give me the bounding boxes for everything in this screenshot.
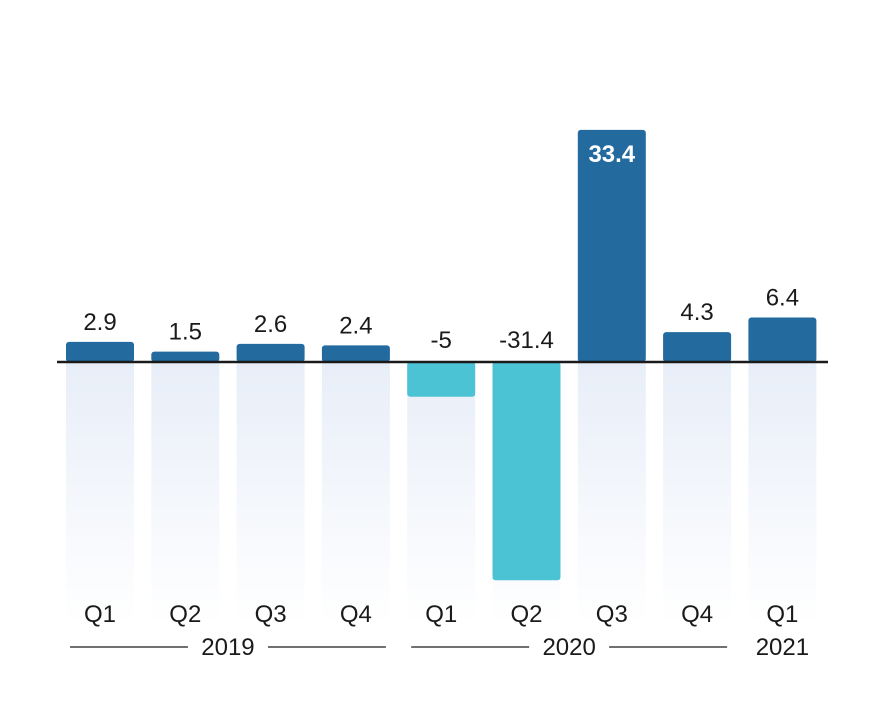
bar-background-column <box>321 362 390 625</box>
year-group-label: 2021 <box>756 634 809 661</box>
category-tick-label: Q4 <box>681 601 713 628</box>
category-tick-label: Q1 <box>425 601 457 628</box>
bar-background-column <box>151 362 220 625</box>
bar <box>151 351 220 362</box>
year-group-label: 2019 <box>201 634 254 661</box>
bar <box>236 343 305 362</box>
bar-background-column <box>236 362 305 625</box>
bar-background-column <box>407 362 476 625</box>
bar <box>577 129 646 362</box>
bar-background-column <box>577 362 646 625</box>
category-tick-label: Q2 <box>169 601 201 628</box>
bar <box>321 345 390 362</box>
bar <box>492 362 561 581</box>
category-tick-label: Q2 <box>510 601 542 628</box>
value-label: 1.5 <box>169 319 202 346</box>
value-label: 2.9 <box>83 309 116 336</box>
bar <box>663 332 732 362</box>
value-label: 2.6 <box>254 311 287 338</box>
category-tick-label: Q3 <box>596 601 628 628</box>
value-label: 4.3 <box>680 299 713 326</box>
category-tick-label: Q3 <box>255 601 287 628</box>
value-label: 6.4 <box>766 285 799 312</box>
bar-background-column <box>748 362 817 625</box>
value-label: -5 <box>431 327 452 354</box>
bar <box>748 317 817 362</box>
category-tick-label: Q1 <box>84 601 116 628</box>
year-group-label: 2020 <box>542 634 595 661</box>
value-label: -31.4 <box>499 327 554 354</box>
value-label: 33.4 <box>588 141 635 168</box>
bar <box>66 341 134 362</box>
bar-background-column <box>66 362 134 625</box>
value-label: 2.4 <box>339 312 372 339</box>
category-tick-label: Q1 <box>766 601 798 628</box>
category-tick-label: Q4 <box>340 601 372 628</box>
bar-background-column <box>663 362 732 625</box>
bar <box>407 362 476 397</box>
